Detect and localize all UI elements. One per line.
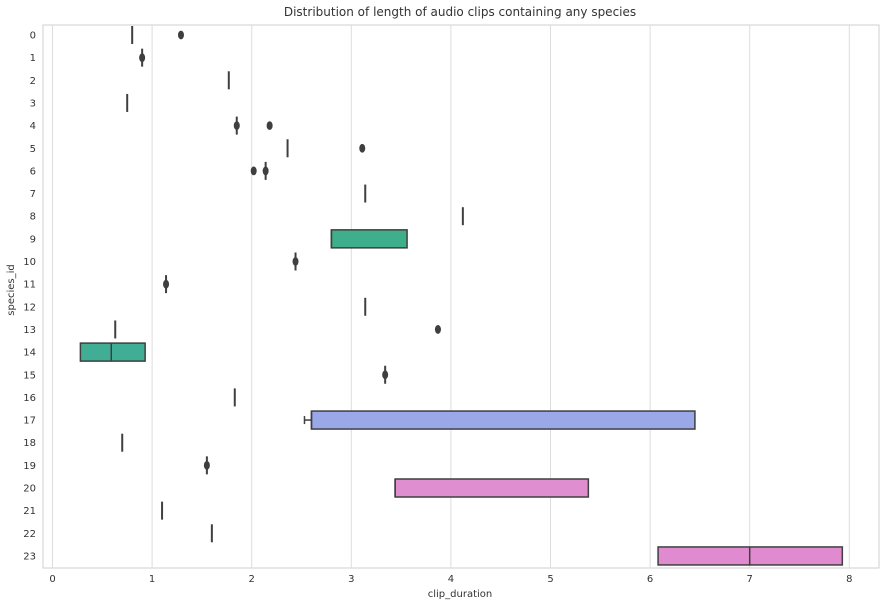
y-tick-label: 3 (30, 98, 36, 109)
y-tick-label: 4 (30, 121, 36, 132)
outlier-point (292, 257, 299, 266)
y-tick-label: 14 (23, 348, 36, 359)
x-tick-label: 6 (647, 574, 653, 585)
x-tick-label: 0 (49, 574, 55, 585)
y-tick-label: 15 (23, 370, 36, 381)
y-tick-label: 5 (30, 144, 36, 155)
outlier-point (163, 279, 170, 289)
x-tick-label: 7 (747, 574, 753, 585)
outlier-point (139, 53, 146, 63)
x-tick-label: 5 (547, 574, 553, 585)
x-tick-label: 2 (249, 574, 255, 585)
y-axis-label: species_id (6, 264, 17, 315)
outlier-point (359, 143, 366, 153)
y-tick-label: 6 (30, 166, 36, 177)
y-tick-label: 12 (23, 302, 36, 313)
x-axis-label: clip_duration (428, 589, 492, 600)
box (79, 342, 146, 362)
y-tick-label: 11 (23, 280, 36, 291)
box (310, 410, 696, 430)
x-tick-label: 4 (448, 574, 454, 585)
y-tick-label: 1 (30, 53, 36, 64)
outlier-point (382, 370, 389, 380)
y-tick-label: 9 (30, 234, 36, 245)
y-tick-label: 8 (30, 212, 36, 223)
y-tick-label: 16 (23, 393, 36, 404)
plot-area (42, 24, 880, 569)
y-tick-label: 19 (23, 461, 36, 472)
y-tick-label: 23 (23, 551, 36, 562)
outlier-point (233, 121, 240, 130)
y-tick-label: 20 (23, 484, 36, 495)
y-tick-label: 13 (23, 325, 36, 336)
y-tick-label: 17 (23, 416, 36, 427)
x-tick-labels: 0 1 2 3 4 5 6 7 8 (49, 574, 852, 585)
box (330, 229, 408, 249)
y-tick-label: 18 (23, 438, 36, 449)
grid-lines (52, 25, 850, 568)
outlier-point (177, 30, 184, 40)
y-tick-label: 7 (30, 189, 36, 200)
y-tick-label: 2 (30, 76, 36, 87)
outlier-point (266, 121, 273, 130)
x-tick-label: 3 (348, 574, 354, 585)
box-marks (79, 26, 844, 566)
outlier-point (434, 325, 441, 334)
chart-title: Distribution of length of audio clips co… (284, 5, 636, 19)
outlier-point (262, 166, 269, 176)
x-tick-label: 8 (846, 574, 852, 585)
x-tick-label: 1 (149, 574, 155, 585)
y-tick-label: 0 (30, 31, 36, 42)
box (394, 478, 590, 498)
y-tick-label: 21 (23, 506, 36, 517)
outlier-point (203, 460, 210, 470)
outlier-point (250, 166, 257, 176)
y-tick-label: 10 (23, 257, 36, 268)
y-tick-label: 22 (23, 529, 36, 540)
